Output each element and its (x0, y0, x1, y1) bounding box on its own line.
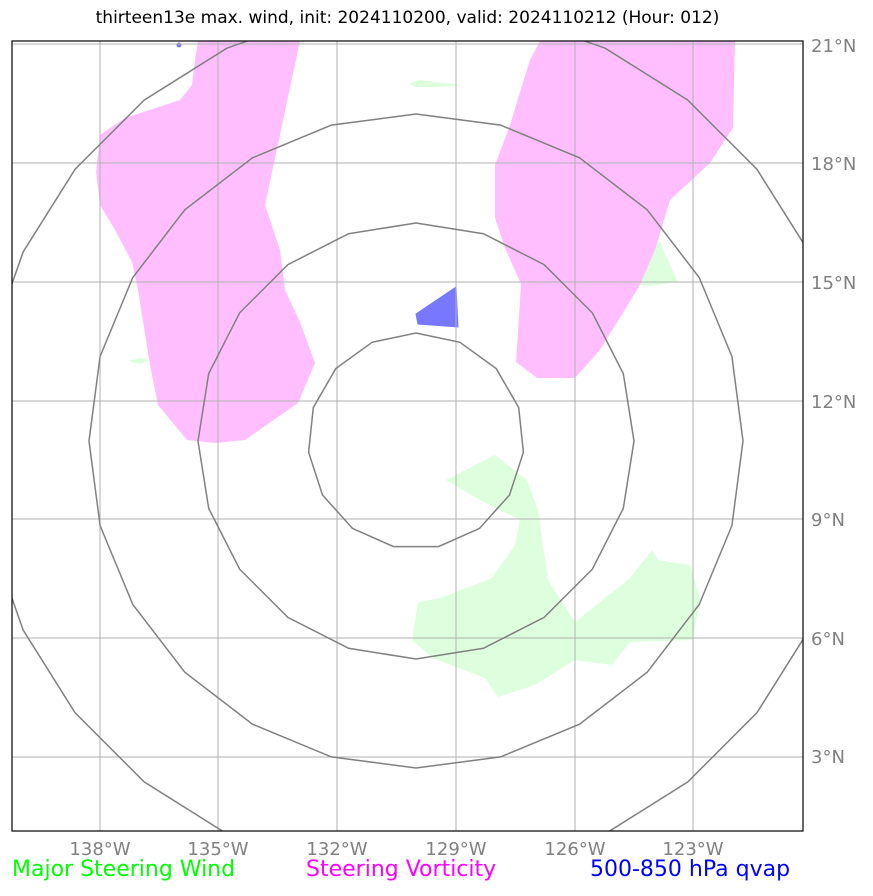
legend-major-steering-wind: Major Steering Wind (12, 857, 236, 882)
range-rings (12, 41, 803, 831)
graticule (12, 41, 803, 831)
range-ring (12, 41, 803, 831)
legend-steering-vorticity: Steering Vorticity (306, 857, 497, 882)
lat-label: 18°N (811, 154, 856, 175)
lon-label: 138°W (69, 839, 130, 860)
lat-label: 15°N (811, 273, 856, 294)
latitude-labels: 21°N 18°N 15°N 12°N 9°N 6°N 3°N (811, 36, 856, 768)
lat-label: 6°N (811, 629, 845, 650)
qvap-area-center (415, 286, 459, 328)
map-title: thirteen13e max. wind, init: 2024110200,… (95, 8, 720, 28)
lat-label: 9°N (811, 510, 845, 531)
lat-label: 3°N (811, 747, 845, 768)
longitude-labels: 138°W 135°W 132°W 129°W 126°W 123°W (69, 839, 723, 860)
range-ring (307, 332, 525, 548)
vorticity-area-east (495, 41, 735, 378)
lat-label: 21°N (811, 36, 856, 57)
lon-label: 132°W (306, 839, 367, 860)
map-frame (11, 40, 804, 832)
legend-qvap: 500-850 hPa qvap (590, 857, 791, 882)
range-ring (197, 222, 635, 660)
wind-area-south (412, 455, 700, 697)
vorticity-area-west (96, 41, 315, 443)
lon-label: 135°W (187, 839, 248, 860)
lon-label: 123°W (662, 839, 723, 860)
lon-label: 129°W (425, 839, 486, 860)
wind-area-west-sliver (128, 358, 150, 364)
range-ring (88, 113, 744, 769)
lat-label: 12°N (811, 392, 856, 413)
steering-vorticity-areas (96, 41, 735, 443)
wind-area-north (409, 80, 462, 87)
lon-label: 126°W (544, 839, 605, 860)
